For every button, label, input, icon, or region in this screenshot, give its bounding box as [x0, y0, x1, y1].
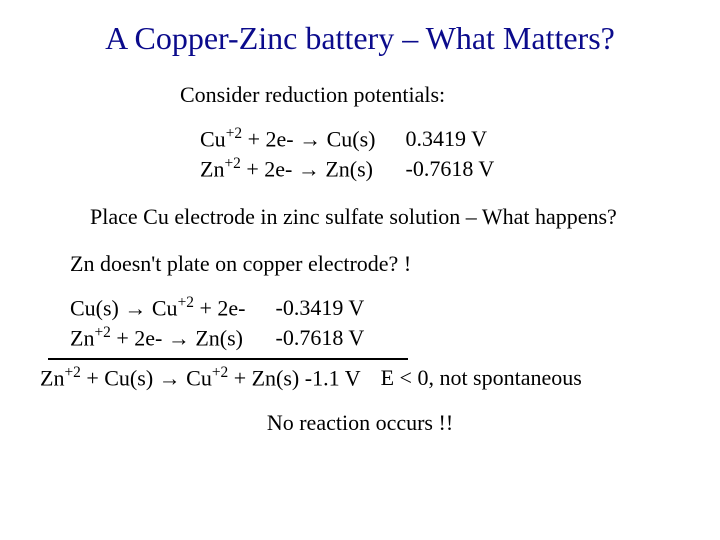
subheading: Consider reduction potentials: — [180, 81, 690, 110]
eq-rhs: -0.7618 V — [276, 324, 365, 353]
equation-cu-reduction: Cu+2 + 2e- → Cu(s) 0.3419 V — [200, 124, 690, 154]
equation-zn-reduction: Zn+2 + 2e- → Zn(s) -0.7618 V — [200, 154, 690, 184]
reduction-potential-block: Cu+2 + 2e- → Cu(s) 0.3419 V Zn+2 + 2e- →… — [200, 124, 690, 184]
conclusion: No reaction occurs !! — [30, 410, 690, 436]
half-reaction-block: Cu(s) → Cu+2 + 2e- -0.3419 V Zn+2 + 2e- … — [70, 293, 690, 353]
eq-lhs: Cu(s) → Cu+2 + 2e- — [70, 293, 270, 323]
summation-divider — [48, 358, 408, 360]
eq-rhs: -0.7618 V — [406, 155, 495, 184]
eq-rhs: -0.3419 V — [276, 294, 365, 323]
question-setup: Place Cu electrode in zinc sulfate solut… — [90, 203, 690, 232]
spontaneity-note: E < 0, not spontaneous — [381, 365, 582, 391]
equation-cu-oxidation: Cu(s) → Cu+2 + 2e- -0.3419 V — [70, 293, 690, 323]
equation-zn-reduction-2: Zn+2 + 2e- → Zn(s) -0.7618 V — [70, 323, 690, 353]
eq-lhs: Cu+2 + 2e- → Cu(s) — [200, 124, 400, 154]
question-observation: Zn doesn't plate on copper electrode? ! — [70, 250, 690, 279]
eq-lhs: Zn+2 + 2e- → Zn(s) — [200, 154, 400, 184]
slide-title: A Copper-Zinc battery – What Matters? — [30, 20, 690, 57]
slide: A Copper-Zinc battery – What Matters? Co… — [0, 0, 720, 540]
net-reaction-row: Zn+2 + Cu(s) → Cu+2 + Zn(s) -1.1 V E < 0… — [40, 364, 690, 391]
eq-lhs: Zn+2 + 2e- → Zn(s) — [70, 323, 270, 353]
net-reaction: Zn+2 + Cu(s) → Cu+2 + Zn(s) -1.1 V — [40, 364, 361, 391]
eq-rhs: 0.3419 V — [406, 125, 488, 154]
